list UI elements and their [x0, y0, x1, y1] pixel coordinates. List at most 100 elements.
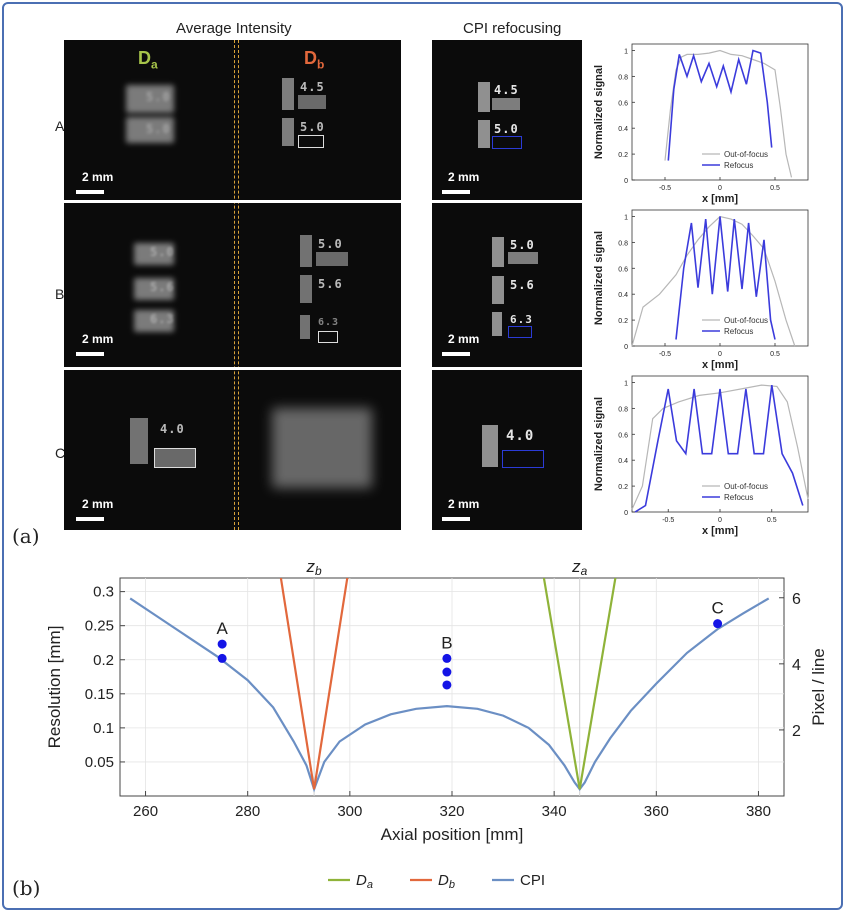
roi-box — [502, 450, 544, 468]
x-tick-label: -0.5 — [659, 351, 671, 358]
roi-box — [154, 448, 196, 468]
target-label: 5.0 — [150, 245, 175, 259]
y-tick-label: 0.4 — [618, 126, 628, 133]
point-label: A — [216, 619, 228, 638]
x-tick-label: 0 — [718, 185, 722, 192]
average-intensity-panel: Da Db 5.0 5.0 4.5 5.0 2 mm 5.0 5.6 6.3 5… — [64, 40, 401, 530]
plot-area — [631, 375, 809, 513]
row-label-a: A — [55, 118, 65, 134]
target-bars — [508, 252, 538, 264]
target-label: 5.0 — [146, 122, 171, 136]
target-label: 4.0 — [160, 422, 185, 436]
divider-line — [234, 40, 235, 530]
subfigure-label-a: (a) — [12, 524, 40, 548]
y2-tick-label: 2 — [792, 723, 801, 740]
legend-label-da: Da — [356, 872, 373, 891]
x-tick-label: 340 — [542, 803, 567, 820]
x-tick-label: 0 — [718, 351, 722, 358]
x-tick-label: 0.5 — [767, 517, 777, 524]
y-tick-label: 0 — [624, 510, 628, 517]
legend-label-db: Db — [438, 872, 455, 891]
header-cpi-refocusing: CPI refocusing — [463, 20, 562, 37]
y-axis-label: Normalized signal — [593, 397, 605, 491]
x-axis-label: x [mm] — [702, 359, 738, 371]
legend-label: Out-of-focus — [724, 482, 768, 491]
y-axis-label: Resolution [mm] — [45, 626, 64, 749]
target-label: 5.6 — [150, 280, 175, 294]
y2-tick-label: 4 — [792, 657, 801, 674]
scale-bar — [76, 352, 104, 356]
y-tick-label: 0.6 — [618, 100, 628, 107]
x-tick-label: 260 — [133, 803, 158, 820]
target-bars — [298, 95, 326, 109]
y-tick-label: 0.6 — [618, 266, 628, 273]
y-tick-label: 0.25 — [85, 618, 114, 635]
refocus-line — [675, 216, 776, 340]
scale-bar — [442, 517, 470, 521]
legend-label: Out-of-focus — [724, 316, 768, 325]
y-tick-label: 0.15 — [85, 686, 114, 703]
y-tick-label: 1 — [624, 214, 628, 221]
da-curve — [542, 578, 617, 790]
x-tick-label: 0.5 — [770, 351, 780, 358]
target-label: 5.0 — [510, 238, 535, 252]
y-tick-label: 0 — [624, 178, 628, 185]
scale-bar-label: 2 mm — [448, 170, 480, 184]
legend-label: Refocus — [724, 161, 753, 170]
y2-axis-label: Pixel / line — [809, 648, 828, 725]
x-tick-label: 360 — [644, 803, 669, 820]
roi-box — [298, 135, 324, 148]
target-bars — [492, 276, 504, 304]
point-label: B — [441, 633, 452, 652]
y2-tick-label: 6 — [792, 591, 801, 608]
x-tick-label: 0.5 — [770, 185, 780, 192]
target-label: 5.0 — [318, 237, 343, 251]
y-tick-label: 0.8 — [618, 406, 628, 413]
row-label-b: B — [55, 286, 65, 302]
y-tick-label: 0.1 — [93, 720, 114, 737]
row-separator — [64, 200, 401, 203]
data-point — [442, 653, 452, 663]
row-separator — [64, 367, 401, 370]
target-bars — [482, 425, 498, 467]
blurred-target — [126, 85, 174, 113]
scale-bar-label: 2 mm — [448, 497, 480, 511]
target-label: 4.0 — [506, 428, 535, 444]
y-tick-label: 0 — [624, 344, 628, 351]
scale-bar — [442, 352, 470, 356]
row-label-c: C — [55, 445, 66, 461]
data-point — [217, 639, 227, 649]
cpi-curve — [129, 597, 770, 793]
roi-box — [508, 326, 532, 338]
target-bars — [282, 118, 294, 146]
y-tick-label: 0.05 — [85, 754, 114, 771]
roi-box — [492, 136, 522, 149]
x-tick-label: 0 — [718, 517, 722, 524]
resolution-chart: 0.05 0.1 0.15 0.2 0.25 0.3 260 280 300 320 340 360 3… — [45, 557, 828, 891]
row-separator — [432, 367, 582, 370]
target-bars — [300, 235, 312, 267]
y-tick-label: 0.2 — [618, 318, 628, 325]
x-axis-label: x [mm] — [702, 525, 738, 537]
blurred-target — [272, 408, 372, 488]
profile-plot-c: 0 0.2 0.4 0.6 0.8 1 -0.5 0 0.5 x [mm] Normalized s… — [593, 375, 809, 537]
data-point — [217, 653, 227, 663]
point-label: C — [711, 599, 723, 618]
scale-bar — [76, 517, 104, 521]
target-bars — [300, 315, 310, 339]
y-tick-label: 0.8 — [618, 240, 628, 247]
target-bars — [492, 237, 504, 267]
target-label: 4.5 — [300, 80, 325, 94]
blurred-target — [134, 243, 174, 265]
x-axis-label: Axial position [mm] — [381, 825, 524, 844]
detector-a-label: Da — [138, 48, 158, 72]
target-label: 5.0 — [300, 120, 325, 134]
y-tick-label: 1 — [624, 380, 628, 387]
target-label: 5.6 — [318, 277, 343, 291]
subfigure-label-b: (b) — [12, 876, 41, 900]
target-bars — [492, 312, 502, 336]
data-point — [442, 680, 452, 690]
profile-plot-a: 0 0.2 0.4 0.6 0.8 1 -0.5 0 0.5 x [mm] Normalized s… — [593, 43, 809, 205]
roi-box — [318, 331, 338, 343]
